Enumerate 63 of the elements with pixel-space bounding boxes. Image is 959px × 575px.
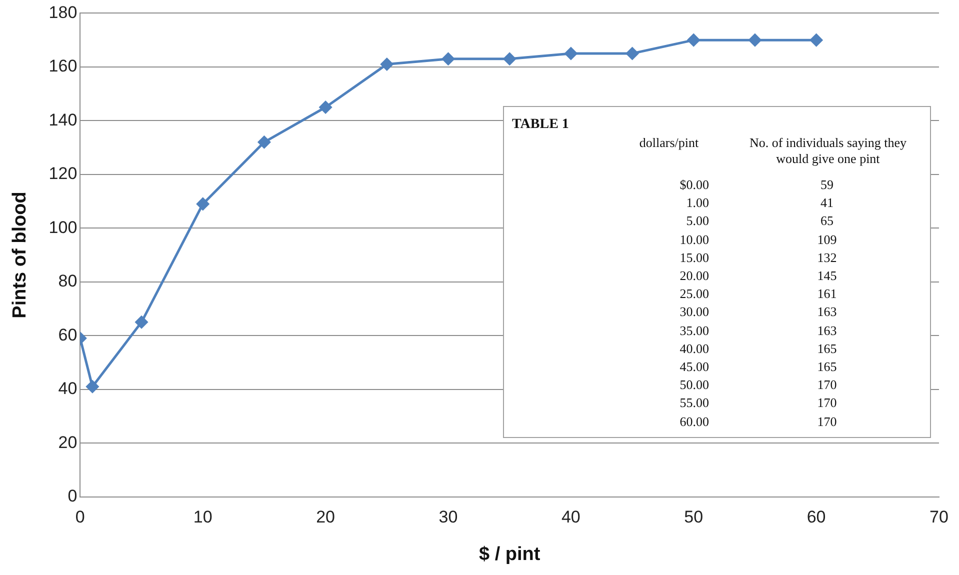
- y-tick-label: 40: [58, 379, 78, 398]
- point: [258, 136, 270, 148]
- annotation: 163: [816, 303, 838, 320]
- annotation: 132: [816, 248, 838, 266]
- annotation: 20.00: [678, 267, 709, 284]
- annotation: 170: [816, 376, 838, 394]
- point: [380, 58, 394, 70]
- x-tick-label: 40: [561, 508, 580, 527]
- x-tick-label: 70: [930, 508, 948, 527]
- y-tick-label: 120: [48, 164, 78, 184]
- point: [687, 34, 700, 46]
- point: [442, 52, 454, 66]
- annotation: 170: [816, 412, 838, 430]
- point: [626, 47, 639, 60]
- annotation: 15.00: [678, 248, 709, 266]
- annotation: 165: [816, 340, 838, 357]
- x-tick-label: 30: [438, 508, 458, 527]
- x-tick-label: 20: [316, 508, 336, 527]
- point: [86, 380, 99, 393]
- annotation: 45.00: [678, 358, 709, 375]
- y-tick-label: 140: [48, 110, 78, 130]
- x-tick-label: 10: [193, 508, 212, 527]
- annotation: 30.00: [678, 303, 709, 320]
- y-tick-label: 20: [58, 432, 78, 452]
- x-tick-label: 50: [684, 508, 704, 527]
- annotation: 41: [820, 194, 834, 212]
- annotation: TABLE 1: [512, 117, 569, 133]
- annotation: 55.00: [678, 394, 709, 412]
- annotation: 145: [816, 267, 838, 284]
- y-tick-label: 60: [58, 325, 78, 344]
- point: [135, 316, 148, 328]
- annotation: 109: [816, 230, 838, 248]
- y-tick-label: 100: [48, 218, 78, 237]
- point: [564, 47, 578, 60]
- y-tick-label: 0: [68, 486, 78, 506]
- annotation: 163: [816, 322, 838, 339]
- annotation: 170: [816, 394, 838, 412]
- y-axis-title: Pints of blood: [10, 192, 31, 318]
- annotation: 50.00: [678, 376, 709, 394]
- annotation: dollars/pint: [638, 135, 700, 151]
- annotation: 35.00: [678, 322, 709, 339]
- annotation: 1.00: [685, 194, 709, 212]
- annotation: No. of individuals saying they would give one pint: [748, 135, 908, 167]
- point: [196, 198, 210, 210]
- annotation: 40.00: [678, 340, 709, 357]
- y-tick-label: 180: [48, 2, 78, 22]
- point: [810, 34, 823, 46]
- y-tick-label: 80: [58, 272, 78, 291]
- annotation: 25.00: [678, 285, 709, 302]
- annotation: 165: [816, 358, 838, 375]
- annotation: 10.00: [678, 230, 709, 248]
- x-axis-title: $ / pint: [478, 544, 541, 565]
- point: [319, 100, 332, 114]
- annotation: 65: [820, 212, 834, 230]
- annotation: 60.00: [678, 412, 709, 430]
- y-tick-label: 160: [48, 56, 78, 76]
- annotation: 5.00: [685, 212, 709, 230]
- annotation: $0.00: [678, 176, 709, 193]
- x-tick-label: 60: [806, 508, 826, 527]
- annotation: 59: [820, 176, 834, 193]
- point: [748, 34, 762, 46]
- point: [503, 52, 516, 66]
- annotation: 161: [816, 285, 838, 302]
